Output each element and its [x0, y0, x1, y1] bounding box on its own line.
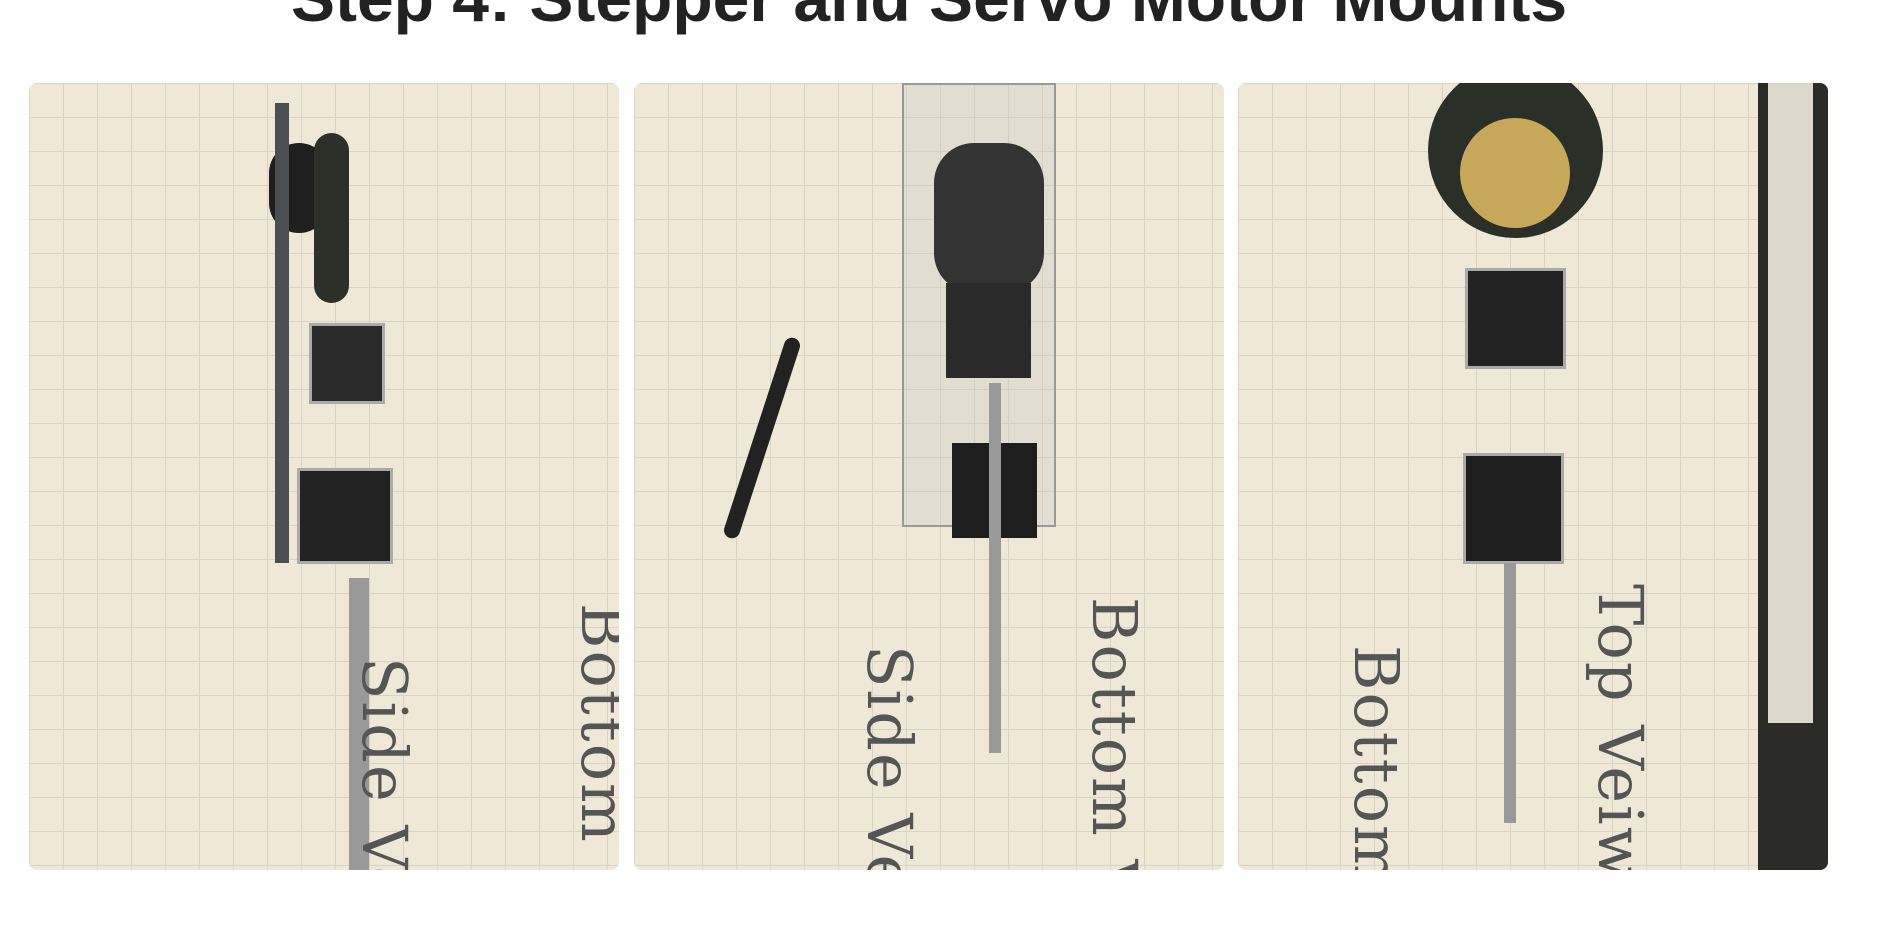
- handwritten-label: Bottom Veiw: [1340, 645, 1413, 870]
- power-strip: [1768, 83, 1813, 723]
- photo[interactable]: Side Veiw Bottom Veiw: [634, 83, 1224, 870]
- step-title: Step 4: Stepper and Servo Motor Mounts: [0, 0, 1858, 38]
- stepper-motor: [946, 283, 1031, 378]
- marker: [721, 335, 803, 541]
- handwritten-label: Bottom Veiw: [1078, 597, 1151, 870]
- lead-screw: [989, 383, 1001, 753]
- stepper-motor: [1463, 453, 1564, 564]
- stepper-motor: [297, 468, 393, 564]
- handwritten-label: Bottom Veiw: [567, 603, 619, 870]
- handwritten-label: Side Veiw: [348, 657, 421, 870]
- stepper-motor: [1465, 268, 1566, 369]
- hub: [1460, 118, 1570, 228]
- gear: [934, 143, 1044, 293]
- mount-plate: [275, 103, 289, 563]
- lead-screw: [1504, 563, 1516, 823]
- lead-screw: [349, 578, 369, 870]
- handwritten-label: Side Veiw: [853, 645, 926, 870]
- photo[interactable]: Side Veiw Bottom Veiw: [29, 83, 619, 870]
- gear: [314, 133, 349, 303]
- photo[interactable]: Bottom Veiw Top Veiw: [1238, 83, 1828, 870]
- stepper-motor: [309, 323, 385, 404]
- handwritten-label: Top Veiw: [1584, 584, 1657, 870]
